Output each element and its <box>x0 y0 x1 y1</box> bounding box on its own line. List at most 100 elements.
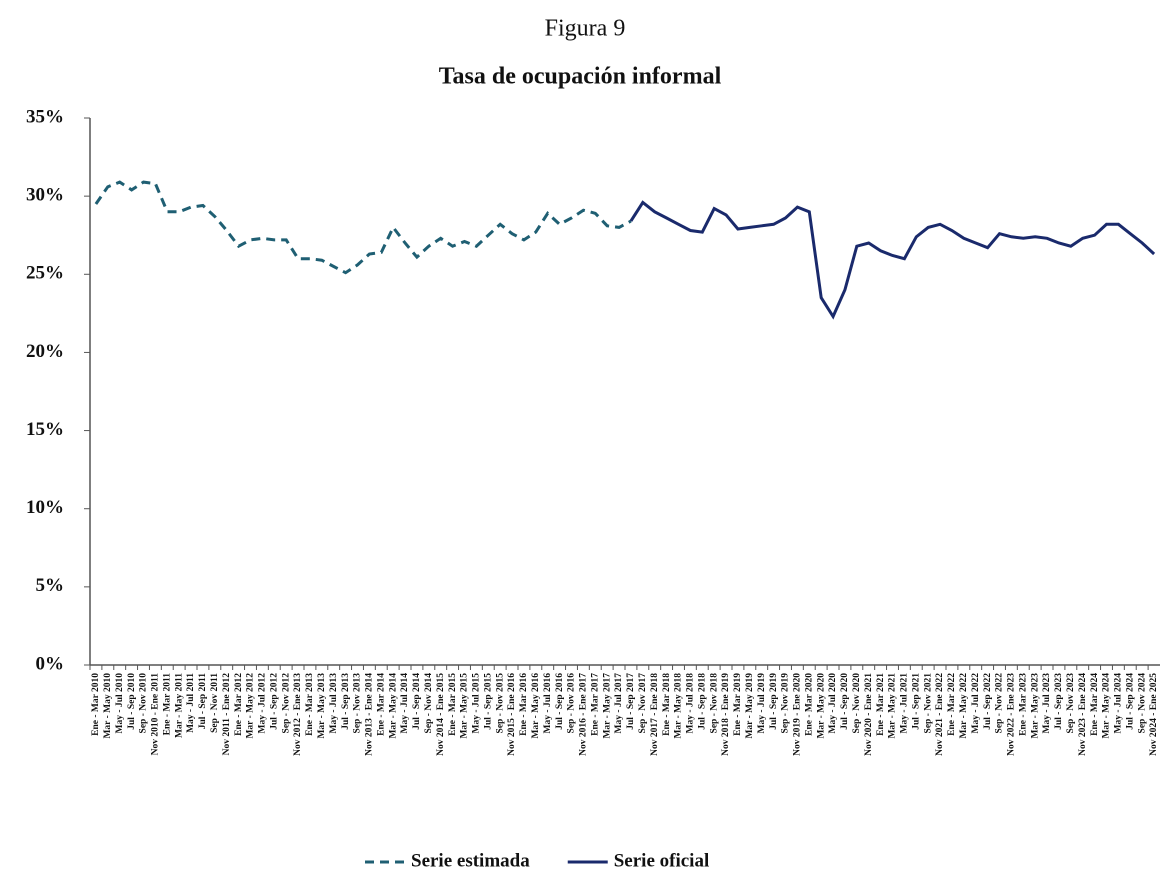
x-tick-label: May - Jul 2016 <box>543 673 553 734</box>
x-tick-label: Nov 2023 - Ene 2024 <box>1078 673 1088 756</box>
x-tick-label: May - Jul 2024 <box>1114 673 1124 734</box>
x-tick-label: Jul - Sep 2012 <box>269 673 279 730</box>
x-tick-label: May - Jul 2023 <box>1042 673 1052 734</box>
x-tick-label: May - Jul 2017 <box>614 673 624 734</box>
x-tick-label: Mar - May 2018 <box>674 673 684 739</box>
x-tick-label: May - Jul 2012 <box>258 673 268 734</box>
y-tick-label: 0% <box>36 653 65 674</box>
x-tick-label: Mar - May 2021 <box>888 673 898 739</box>
x-tick-label: Mar - May 2017 <box>602 673 612 739</box>
x-tick-label: Ene - Mar 2024 <box>1090 673 1100 736</box>
x-tick-label: Ene - Mar 2018 <box>662 673 672 736</box>
x-tick-label: Ene - Mar 2015 <box>448 673 458 736</box>
legend-label: Serie estimada <box>411 850 530 871</box>
x-tick-label: Nov 2024 - Ene 2025 <box>1149 673 1159 756</box>
x-tick-label: May - Jul 2015 <box>472 673 482 734</box>
x-tick-label: May - Jul 2010 <box>115 673 125 734</box>
y-tick-label: 20% <box>26 341 64 362</box>
x-tick-label: Nov 2022 - Ene 2023 <box>1007 673 1017 756</box>
x-tick-label: Nov 2012 - Ene 2013 <box>293 673 303 756</box>
y-tick-label: 15% <box>26 419 64 440</box>
x-tick-label: Mar - May 2012 <box>246 673 256 739</box>
x-tick-label: Jul - Sep 2017 <box>626 673 636 730</box>
x-tick-label: Mar - May 2023 <box>1030 673 1040 739</box>
x-tick-label: Sep - Nov 2017 <box>638 673 648 734</box>
x-tick-label: Mar - May 2015 <box>460 673 470 739</box>
series-line <box>94 180 632 275</box>
x-tick-label: Jul - Sep 2022 <box>983 673 993 730</box>
x-tick-label: Jul - Sep 2023 <box>1054 673 1064 730</box>
x-tick-label: Nov 2014 - Ene 2015 <box>436 673 446 756</box>
y-tick-label: 35% <box>26 106 64 127</box>
x-tick-label: Ene - Mar 2021 <box>876 673 886 736</box>
x-tick-label: Mar - May 2024 <box>1102 673 1112 739</box>
x-tick-label: Sep - Nov 2021 <box>923 673 933 734</box>
x-tick-label: May - Jul 2014 <box>400 673 410 734</box>
x-tick-label: May - Jul 2020 <box>828 673 838 734</box>
x-tick-label: Jul - Sep 2018 <box>697 673 707 730</box>
x-tick-label: Ene - Mar 2013 <box>305 673 315 736</box>
x-tick-label: Mar - May 2016 <box>531 673 541 739</box>
x-tick-label: Nov 2019 - Ene 2020 <box>793 673 803 756</box>
y-tick-label: 5% <box>36 575 65 596</box>
x-tick-label: Mar - May 2019 <box>745 673 755 739</box>
x-tick-label: May - Jul 2013 <box>329 673 339 734</box>
chart-title: Tasa de ocupación informal <box>439 64 722 90</box>
x-tick-label: Mar - May 2020 <box>816 673 826 739</box>
x-tick-label: Mar - May 2022 <box>959 673 969 739</box>
x-tick-label: Ene - Mar 2017 <box>590 673 600 736</box>
x-tick-label: Ene - Mar 2012 <box>234 673 244 736</box>
x-tick-label: Sep - Nov 2015 <box>495 673 505 734</box>
x-tick-label: Jul - Sep 2015 <box>483 673 493 730</box>
x-tick-label: Sep - Nov 2016 <box>567 673 577 734</box>
y-tick-label: 25% <box>26 263 64 284</box>
x-tick-label: Sep - Nov 2024 <box>1137 673 1147 734</box>
x-tick-label: Mar - May 2013 <box>317 673 327 739</box>
series-line <box>629 200 1156 320</box>
x-tick-label: Nov 2020 - Ene 2021 <box>864 673 874 756</box>
x-tick-label: Nov 2015 - Ene 2016 <box>507 673 517 756</box>
x-tick-label: Nov 2016 - Ene 2017 <box>579 673 589 756</box>
x-tick-label: Nov 2018 - Ene 2019 <box>721 673 731 756</box>
x-tick-label: Sep - Nov 2012 <box>281 673 291 734</box>
x-tick-label: Nov 2011 - Ene 2012 <box>222 673 232 756</box>
x-tick-label: May - Jul 2018 <box>686 673 696 734</box>
x-tick-label: Sep - Nov 2011 <box>210 673 220 733</box>
x-tick-label: Sep - Nov 2018 <box>709 673 719 734</box>
x-tick-label: Sep - Nov 2022 <box>995 673 1005 734</box>
x-tick-label: Jul - Sep 2010 <box>127 673 137 730</box>
x-tick-label: May - Jul 2011 <box>186 673 196 733</box>
x-tick-label: Jul - Sep 2014 <box>412 673 422 730</box>
x-tick-label: May - Jul 2019 <box>757 673 767 734</box>
x-tick-label: Nov 2010 - Ene 2011 <box>151 673 161 756</box>
x-tick-label: Sep - Nov 2019 <box>781 673 791 734</box>
x-tick-label: Ene - Mar 2010 <box>91 673 101 736</box>
x-tick-label: Mar - May 2011 <box>174 673 184 738</box>
x-tick-label: Sep - Nov 2010 <box>139 673 149 734</box>
x-tick-label: Jul - Sep 2019 <box>769 673 779 730</box>
x-tick-label: Ene - Mar 2014 <box>376 673 386 736</box>
x-tick-label: May - Jul 2022 <box>971 673 981 734</box>
x-tick-label: Jul - Sep 2013 <box>341 673 351 730</box>
x-tick-label: Mar - May 2014 <box>388 673 398 739</box>
x-tick-label: Jul - Sep 2011 <box>198 673 208 729</box>
x-tick-label: Ene - Mar 2011 <box>162 673 172 736</box>
x-tick-label: Sep - Nov 2023 <box>1066 673 1076 734</box>
x-tick-label: Ene - Mar 2022 <box>947 673 957 736</box>
x-tick-label: Ene - Mar 2020 <box>804 673 814 736</box>
x-tick-label: Sep - Nov 2014 <box>424 673 434 734</box>
legend-label: Serie oficial <box>614 850 710 871</box>
x-tick-label: Nov 2013 - Ene 2014 <box>365 673 375 756</box>
x-tick-label: Jul - Sep 2020 <box>840 673 850 730</box>
x-tick-label: Nov 2021 - Ene 2022 <box>935 673 945 756</box>
x-tick-label: Ene - Mar 2016 <box>519 673 529 736</box>
x-tick-label: Sep - Nov 2020 <box>852 673 862 734</box>
x-tick-label: Jul - Sep 2024 <box>1125 673 1135 730</box>
x-tick-label: Mar - May 2010 <box>103 673 113 739</box>
y-tick-label: 30% <box>26 185 64 206</box>
x-tick-label: Jul - Sep 2021 <box>911 673 921 730</box>
x-tick-label: Jul - Sep 2016 <box>555 673 565 730</box>
x-tick-label: Nov 2017 - Ene 2018 <box>650 673 660 756</box>
x-tick-label: Sep - Nov 2013 <box>353 673 363 734</box>
figure-label: Figura 9 <box>545 16 626 42</box>
